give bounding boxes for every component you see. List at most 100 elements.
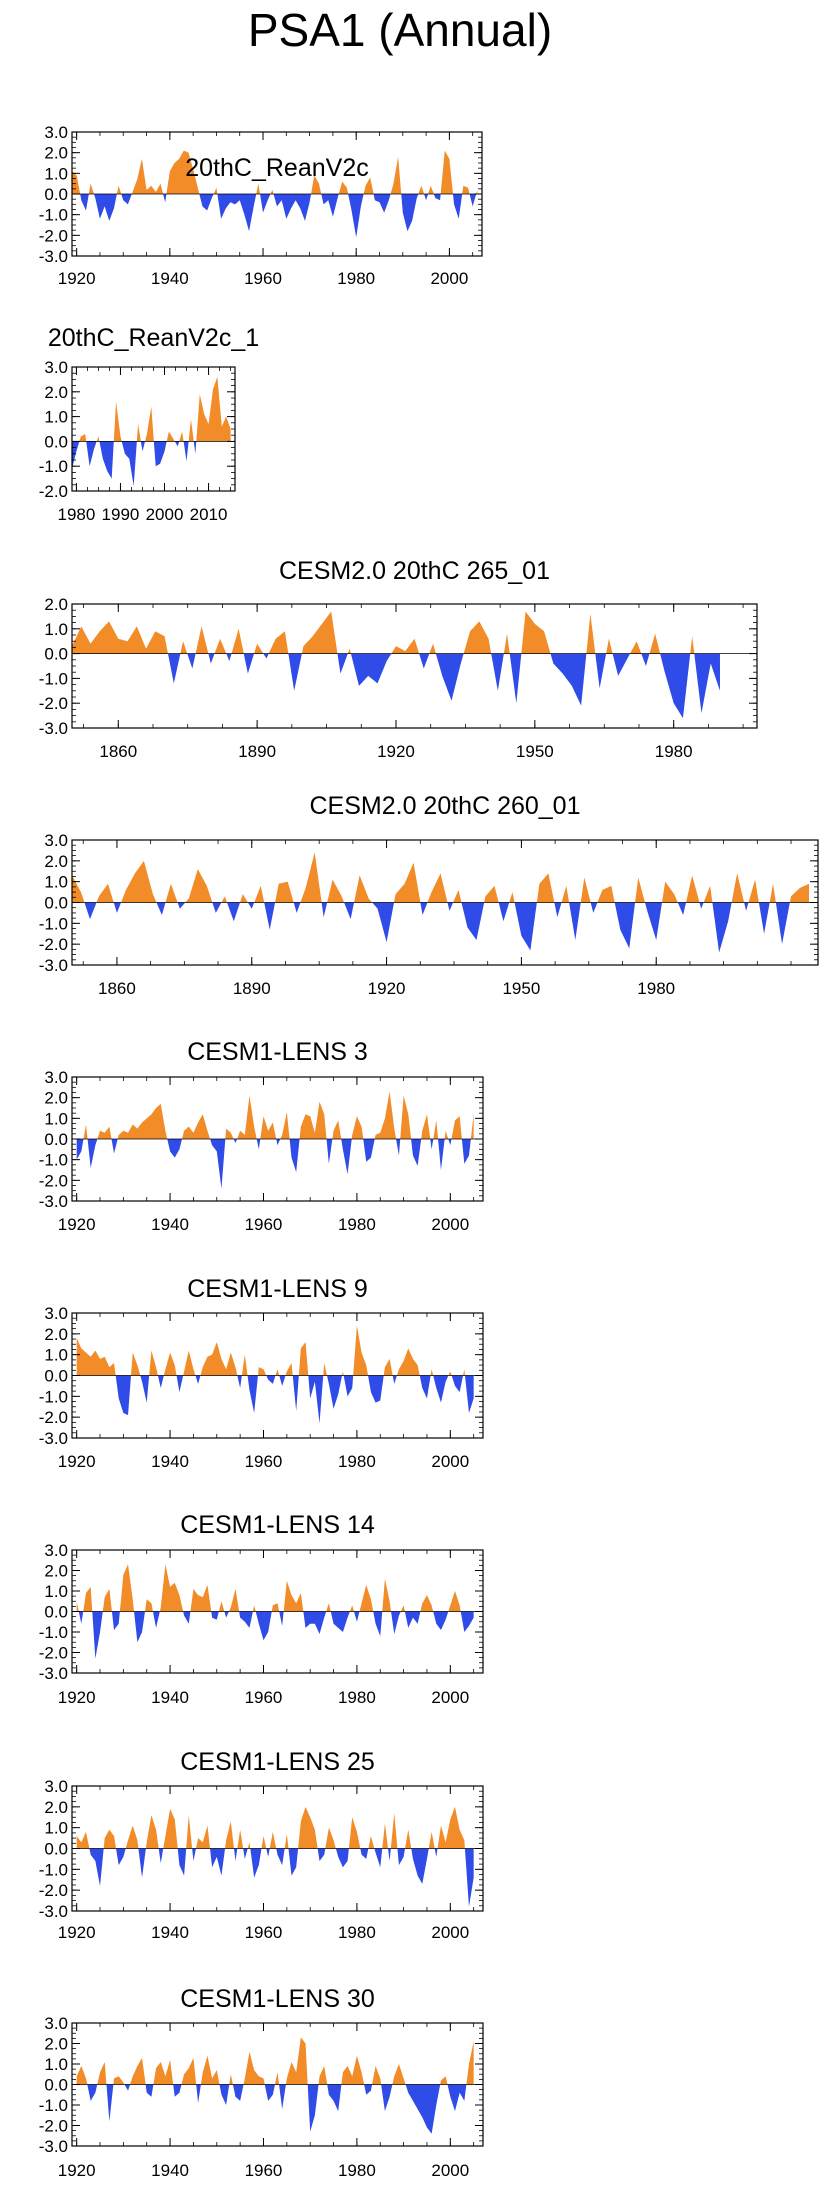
y-tick-label: 0.0	[44, 1130, 68, 1149]
x-tick-label: 1980	[338, 1923, 376, 1942]
y-tick-label: 0.0	[44, 1603, 68, 1622]
y-tick-label: 3.0	[44, 2014, 68, 2033]
y-tick-label: 1.0	[44, 1109, 68, 1128]
y-tick-label: 3.0	[44, 1304, 68, 1323]
y-tick-label: -3.0	[39, 956, 68, 975]
y-tick-label: -1.0	[39, 1151, 68, 1170]
y-tick-label: -2.0	[39, 226, 68, 245]
x-tick-label: 1890	[238, 742, 276, 761]
y-tick-label: 2.0	[44, 144, 68, 163]
y-tick-label: -1.0	[39, 1387, 68, 1406]
y-tick-label: 2.0	[44, 1089, 68, 1108]
y-tick-label: 0.0	[44, 432, 68, 451]
x-tick-label: 1950	[502, 979, 540, 998]
chart-plot-area	[72, 376, 235, 487]
y-tick-label: -2.0	[39, 482, 68, 501]
chart-panel: -3.0 -2.0 -1.0 0.0 1.0 2.0 1860 1890 1920 1950 198…	[39, 557, 758, 761]
negative-anomaly-area	[76, 1848, 474, 1907]
y-tick-label: 2.0	[44, 852, 68, 871]
x-tick-label: 1860	[98, 979, 136, 998]
x-tick-label: 1920	[377, 742, 415, 761]
chart-plot-area	[72, 2037, 483, 2134]
y-tick-label: 0.0	[44, 185, 68, 204]
y-tick-label: -3.0	[39, 1902, 68, 1921]
y-tick-label: -1.0	[39, 206, 68, 225]
chart-panel: -2.0 -1.0 0.0 1.0 2.0 3.0 1980 1990 2000 2010 20th…	[39, 324, 259, 524]
chart-plot-area	[72, 1806, 483, 1907]
x-tick-label: 1960	[245, 1215, 283, 1234]
chart-title: 20thC_ReanV2c	[185, 154, 368, 182]
y-tick-label: -2.0	[39, 694, 68, 713]
chart-title: CESM1-LENS 25	[180, 1748, 375, 1776]
x-tick-label: 1980	[57, 505, 95, 524]
negative-anomaly-area	[76, 1611, 474, 1659]
y-tick-label: 2.0	[44, 595, 68, 614]
x-tick-label: 1920	[58, 1688, 96, 1707]
negative-anomaly-area	[76, 2084, 474, 2134]
chart-plot-area	[72, 611, 757, 719]
negative-anomaly-area	[72, 194, 478, 238]
y-tick-label: 0.0	[44, 1367, 68, 1386]
x-tick-label: 1990	[102, 505, 140, 524]
x-tick-label: 2010	[190, 505, 228, 524]
chart-panel: -3.0 -2.0 -1.00.0 1.0 2.0 3.0 1860 1890 1920 1950…	[39, 792, 819, 998]
y-tick-label: -2.0	[39, 2117, 68, 2136]
x-tick-label: 1940	[151, 269, 189, 288]
x-tick-label: 1940	[151, 1452, 189, 1471]
y-tick-label: -3.0	[39, 1429, 68, 1448]
x-tick-label: 2000	[430, 269, 468, 288]
x-tick-label: 2000	[431, 1688, 469, 1707]
y-tick-label: 2.0	[44, 1562, 68, 1581]
y-tick-label: 3.0	[44, 1541, 68, 1560]
y-tick-label: 3.0	[44, 358, 68, 377]
chart-plot-area	[72, 1091, 483, 1189]
negative-anomaly-area	[76, 1139, 474, 1189]
x-tick-label: 1940	[151, 1215, 189, 1234]
x-tick-label: 1920	[58, 2161, 96, 2180]
y-tick-label: 0.0	[44, 1840, 68, 1859]
y-tick-label: 0.0	[44, 894, 68, 913]
chart-title: CESM1-LENS 30	[180, 1985, 375, 2013]
chart-title: CESM1-LENS 14	[180, 1511, 375, 1539]
x-tick-label: 1980	[655, 742, 693, 761]
y-tick-label: -2.0	[39, 935, 68, 954]
x-tick-label: 1980	[337, 269, 375, 288]
x-tick-label: 2000	[431, 1923, 469, 1942]
y-tick-label: 1.0	[44, 1346, 68, 1365]
y-tick-label: -1.0	[39, 1860, 68, 1879]
y-tick-label: -3.0	[39, 1664, 68, 1683]
positive-anomaly-area	[72, 611, 720, 654]
negative-anomaly-area	[72, 441, 231, 487]
y-tick-label: -3.0	[39, 1192, 68, 1211]
positive-anomaly-area	[72, 376, 231, 442]
y-tick-label: 3.0	[44, 1068, 68, 1087]
chart-title: CESM1-LENS 3	[187, 1038, 368, 1066]
chart-title: CESM2.0 20thC 265_01	[279, 557, 550, 585]
positive-anomaly-area	[76, 1091, 474, 1139]
positive-anomaly-area	[76, 1564, 474, 1612]
positive-anomaly-area	[76, 1806, 474, 1849]
y-tick-label: 1.0	[44, 873, 68, 892]
y-tick-label: -2.0	[39, 1644, 68, 1663]
negative-anomaly-area	[72, 902, 810, 953]
x-tick-label: 1920	[58, 1452, 96, 1471]
y-tick-label: 2.0	[44, 383, 68, 402]
y-tick-label: -2.0	[39, 1408, 68, 1427]
y-tick-label: 3.0	[44, 831, 68, 850]
x-tick-label: 1980	[338, 1688, 376, 1707]
chart-title: 20thC_ReanV2c_1	[48, 324, 259, 352]
x-tick-label: 1940	[151, 2161, 189, 2180]
x-tick-label: 1980	[338, 2161, 376, 2180]
x-tick-label: 1960	[245, 1923, 283, 1942]
y-tick-label: 1.0	[44, 408, 68, 427]
x-tick-label: 1920	[58, 1923, 96, 1942]
y-tick-label: -2.0	[39, 1171, 68, 1190]
y-tick-label: -3.0	[39, 719, 68, 738]
